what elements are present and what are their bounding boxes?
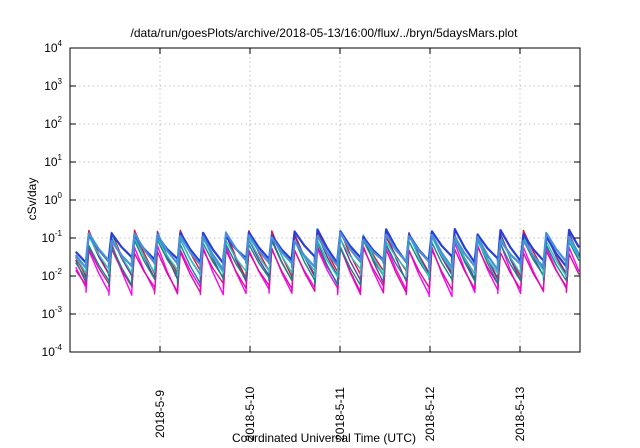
x-tick-label: 2018-5-9: [153, 390, 167, 438]
y-tick-label: 101: [44, 153, 62, 169]
x-axis-label: Coordinated Universal Time (UTC): [232, 431, 416, 445]
y-tick-base: 10: [42, 345, 56, 359]
y-tick-label: 10-4: [42, 343, 63, 359]
y-tick-base: 10: [44, 79, 58, 93]
x-tick-label: 2018-5-13: [513, 386, 527, 441]
y-tick-base: 10: [44, 117, 58, 131]
y-tick-base: 10: [44, 41, 58, 55]
y-tick-label: 10-2: [42, 267, 63, 283]
y-tick-exponent: 4: [58, 39, 63, 48]
y-tick-label: 102: [44, 115, 62, 131]
x-tick-label: 2018-5-12: [423, 386, 437, 441]
y-tick-exponent: -1: [55, 229, 63, 238]
x-tick-label: 2018-5-10: [243, 386, 257, 441]
y-tick-label: 104: [44, 39, 62, 55]
grid-lines: [70, 48, 580, 352]
y-tick-exponent: -2: [55, 267, 63, 276]
y-tick-exponent: -4: [55, 343, 63, 352]
y-axis-label: cSv/day: [25, 178, 39, 221]
y-tick-base: 10: [42, 307, 56, 321]
y-tick-label: 10-1: [42, 229, 63, 245]
series-line: [74, 231, 580, 272]
y-tick-base: 10: [44, 193, 58, 207]
chart-title: /data/run/goesPlots/archive/2018-05-13/1…: [131, 26, 519, 40]
y-tick-exponent: -3: [55, 305, 63, 314]
y-tick-exponent: 1: [58, 153, 63, 162]
x-axis-ticks: 2018-5-9 2018-5-10 2018-5-11 2018-5-12 2018-…: [153, 48, 527, 441]
series-lines: [74, 228, 580, 298]
x-tick-label: 2018-5-11: [333, 387, 347, 441]
y-tick-exponent: 2: [58, 115, 63, 124]
y-tick-exponent: 0: [58, 191, 63, 200]
y-tick-exponent: 3: [58, 77, 63, 86]
y-tick-label: 100: [44, 191, 62, 207]
y-tick-base: 10: [42, 231, 56, 245]
y-tick-label: 10-3: [42, 305, 63, 321]
y-tick-base: 10: [44, 155, 58, 169]
y-tick-label: 103: [44, 77, 62, 93]
y-tick-base: 10: [42, 269, 56, 283]
